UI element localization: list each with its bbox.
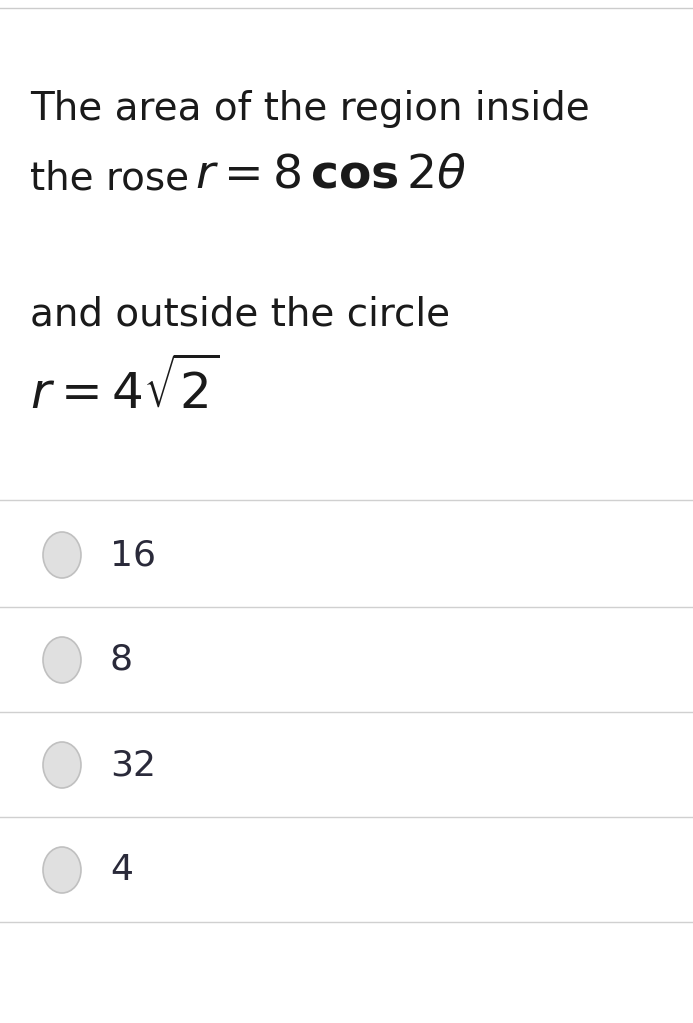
Text: $r = 4\sqrt{2}$: $r = 4\sqrt{2}$ [30,360,220,420]
Text: 8: 8 [110,643,133,677]
Text: and outside the circle: and outside the circle [30,295,450,333]
Ellipse shape [43,532,81,578]
Ellipse shape [43,637,81,683]
Text: 32: 32 [110,748,156,782]
Text: the rose: the rose [30,160,202,198]
Text: 4: 4 [110,853,133,887]
Text: The area of the region inside: The area of the region inside [30,90,590,128]
Text: $r = 8\,\mathbf{cos}\,2\theta$: $r = 8\,\mathbf{cos}\,2\theta$ [195,155,466,197]
Ellipse shape [43,742,81,788]
Text: 16: 16 [110,538,156,572]
Ellipse shape [43,847,81,893]
